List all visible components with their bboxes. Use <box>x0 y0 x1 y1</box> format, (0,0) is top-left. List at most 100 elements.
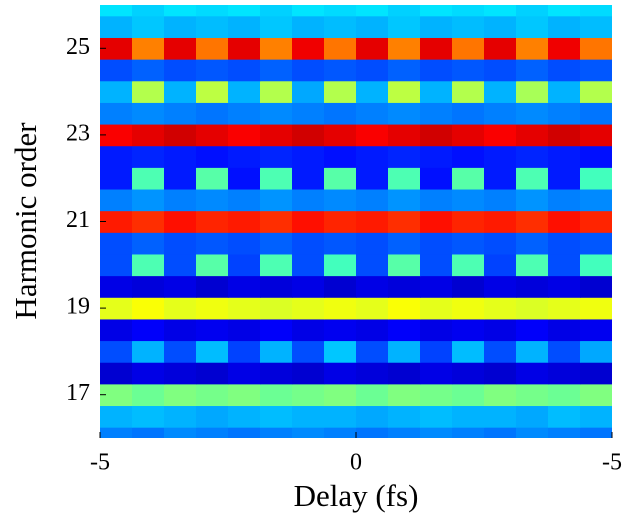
heat-cell <box>548 5 581 17</box>
heat-cell <box>324 427 357 438</box>
y-tick-label: 23 <box>66 120 90 146</box>
heat-cell <box>484 80 517 103</box>
heat-cell <box>196 189 229 212</box>
heat-cell <box>580 145 612 168</box>
heat-cell <box>484 362 517 385</box>
heat-cell <box>548 167 581 190</box>
heat-cell <box>132 362 165 385</box>
heat-cell <box>196 362 229 385</box>
heat-cell <box>420 189 453 212</box>
heat-cell <box>292 297 325 320</box>
heat-cell <box>388 383 421 407</box>
heat-cell <box>452 189 485 212</box>
heat-cell <box>484 318 517 342</box>
x-tick-label: 0 <box>350 450 362 476</box>
heat-cell <box>420 253 453 277</box>
heat-cell <box>260 102 293 125</box>
heat-cell <box>580 340 612 363</box>
heat-cell <box>548 124 581 147</box>
heat-cell <box>516 253 549 277</box>
heat-cell <box>580 189 612 212</box>
heat-cell <box>548 405 581 428</box>
heat-cell <box>228 253 261 277</box>
y-axis-label: Harmonic order <box>8 122 43 320</box>
heat-cell <box>164 232 197 255</box>
heat-cell <box>100 37 133 60</box>
heat-cell <box>548 383 581 407</box>
heat-cell <box>132 340 165 363</box>
heat-cell <box>388 362 421 385</box>
heat-cell <box>196 167 229 190</box>
heat-cell <box>548 297 581 320</box>
heat-cell <box>388 59 421 82</box>
heat-cell <box>580 15 612 38</box>
heat-cell <box>420 405 453 428</box>
heat-cell <box>100 124 133 147</box>
heat-cell <box>580 427 612 438</box>
heat-cell <box>132 59 165 82</box>
heat-cell <box>548 340 581 363</box>
heat-cell <box>548 102 581 125</box>
heat-cell <box>132 80 165 103</box>
heat-cell <box>516 275 549 298</box>
heat-cell <box>100 297 133 320</box>
heat-cell <box>356 275 389 298</box>
heat-cell <box>260 232 293 255</box>
heat-cell <box>292 80 325 103</box>
heat-cell <box>196 102 229 125</box>
heat-cell <box>452 232 485 255</box>
heat-cell <box>292 37 325 60</box>
heat-cell <box>580 167 612 190</box>
heat-cell <box>516 124 549 147</box>
heat-cell <box>196 15 229 38</box>
heat-cell <box>228 37 261 60</box>
heat-cell <box>356 340 389 363</box>
heat-cell <box>196 383 229 407</box>
heat-cell <box>324 297 357 320</box>
heat-cell <box>548 275 581 298</box>
heat-cell <box>132 189 165 212</box>
heat-cell <box>484 102 517 125</box>
heat-cell <box>548 145 581 168</box>
heat-cell <box>484 297 517 320</box>
heat-cell <box>356 405 389 428</box>
heat-cell <box>228 297 261 320</box>
heat-cell <box>580 124 612 147</box>
x-axis-label: Delay (fs) <box>294 478 419 513</box>
heat-cell <box>196 145 229 168</box>
heat-cell <box>260 275 293 298</box>
heat-cell <box>516 297 549 320</box>
heat-cell <box>164 340 197 363</box>
y-tick-label: 19 <box>66 294 90 320</box>
x-tick-label: -5 <box>602 450 622 476</box>
heat-cell <box>164 59 197 82</box>
heat-cell <box>100 253 133 277</box>
heat-cell <box>100 189 133 212</box>
heat-cell <box>100 167 133 190</box>
heat-cell <box>324 210 357 233</box>
heat-cell <box>484 383 517 407</box>
heat-cell <box>228 210 261 233</box>
heat-cell <box>484 275 517 298</box>
heat-cell <box>132 167 165 190</box>
heat-cell <box>420 37 453 60</box>
heat-cell <box>100 340 133 363</box>
heat-cell <box>452 167 485 190</box>
heat-cell <box>132 210 165 233</box>
heat-cell <box>292 405 325 428</box>
heat-cell <box>260 405 293 428</box>
heat-cell <box>164 102 197 125</box>
heat-cell <box>516 59 549 82</box>
heat-cell <box>580 253 612 277</box>
heat-cell <box>164 15 197 38</box>
heat-cell <box>100 59 133 82</box>
heat-cell <box>132 102 165 125</box>
heat-cell <box>100 145 133 168</box>
heat-cell <box>516 145 549 168</box>
heat-cell <box>164 5 197 17</box>
heat-cell <box>420 427 453 438</box>
heat-cell <box>420 59 453 82</box>
heat-cell <box>580 59 612 82</box>
heat-cell <box>420 102 453 125</box>
heat-cell <box>356 80 389 103</box>
